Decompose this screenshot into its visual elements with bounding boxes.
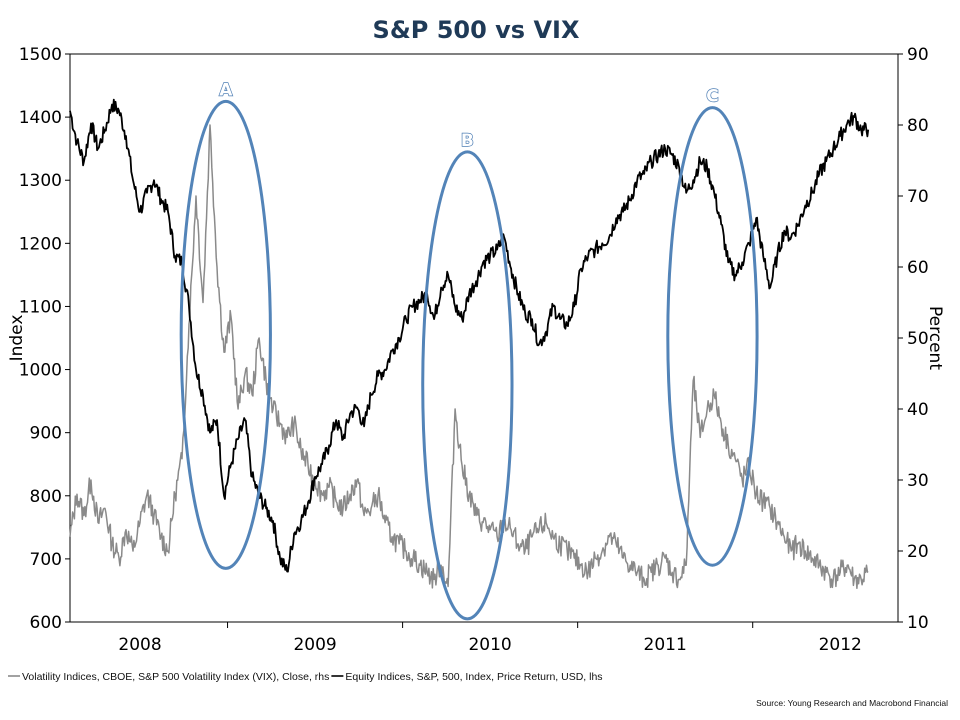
y-right-tick-label: 30 (907, 471, 929, 491)
series-layer (69, 98, 870, 590)
y-right-tick-label: 20 (907, 542, 929, 562)
y-left-tick-label: 1100 (19, 297, 62, 317)
y-left-tick-label: 1400 (19, 108, 62, 128)
y-left-tick-label: 800 (30, 487, 62, 507)
x-tick-label: 2010 (468, 635, 511, 655)
series-vix-line (69, 124, 869, 590)
x-tick-label: 2012 (819, 635, 862, 655)
annotation-label: B (461, 131, 474, 151)
annotation-ellipse (179, 99, 272, 570)
source-note: Source: Young Research and Macrobond Fin… (756, 698, 948, 708)
annotation-ellipse (421, 150, 514, 621)
y-left-tick-label: 1200 (19, 234, 62, 254)
y-right-tick-label: 10 (907, 613, 929, 633)
x-axis: 2008 2009 2010 2011 2012 (118, 622, 862, 655)
y-left-tick-label: 1500 (19, 45, 62, 65)
y-right-tick-label: 70 (907, 187, 929, 207)
y-axis-left: 600 700 800 900 1000 1100 1200 1300 1400 1500 (19, 45, 70, 633)
plot-area (69, 53, 899, 623)
legend-entry: Volatility Indices, CBOE, S&P 500 Volati… (22, 671, 329, 683)
legend-entry: Equity Indices, S&P, 500, Index, Price R… (345, 671, 602, 683)
y-right-tick-label: 60 (907, 258, 929, 278)
y-right-tick-label: 50 (907, 329, 929, 349)
legend: Volatility Indices, CBOE, S&P 500 Volati… (8, 671, 603, 683)
annotation-label: A (219, 80, 233, 100)
annotation-ellipse (666, 106, 759, 567)
y-left-tick-label: 1000 (19, 361, 62, 381)
y-axis-right: 10 20 30 40 50 60 70 80 90 (898, 45, 929, 633)
series-sp500-line (69, 98, 870, 573)
chart-title: S&P 500 vs VIX (373, 16, 580, 44)
y-right-tick-label: 40 (907, 400, 929, 420)
y-left-tick-label: 900 (30, 424, 62, 444)
y-axis-right-label: Percent (925, 306, 945, 370)
annotations: A B C (179, 80, 759, 621)
y-left-tick-label: 1300 (19, 171, 62, 191)
x-tick-label: 2011 (644, 635, 687, 655)
y-left-tick-label: 600 (30, 613, 62, 633)
y-right-tick-label: 80 (907, 116, 929, 136)
x-tick-label: 2009 (293, 635, 336, 655)
annotation-label: C (706, 87, 718, 107)
x-tick-label: 2008 (118, 635, 161, 655)
y-left-tick-label: 700 (30, 550, 62, 570)
y-axis-left-label: Index (7, 315, 27, 362)
y-right-tick-label: 90 (907, 45, 929, 65)
